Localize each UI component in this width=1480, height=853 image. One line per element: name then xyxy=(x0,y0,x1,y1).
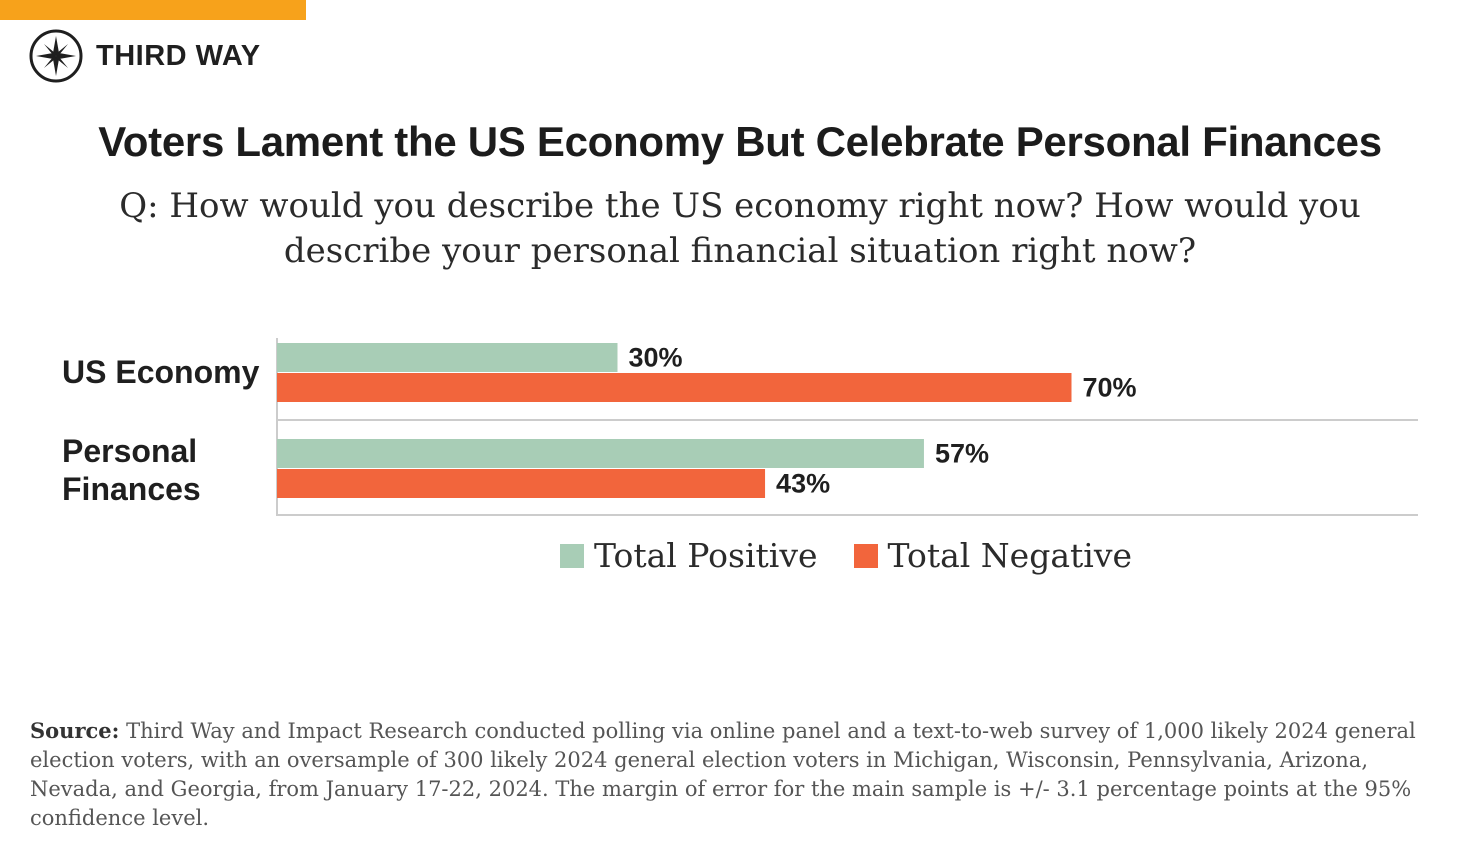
legend-label-negative: Total Negative xyxy=(887,536,1133,575)
category-label-line: US Economy xyxy=(62,354,260,390)
bar xyxy=(277,373,1072,402)
legend-swatch-negative xyxy=(853,543,878,568)
bar-value-label: 43% xyxy=(776,469,830,499)
bar-value-label: 70% xyxy=(1083,373,1137,403)
chart-title: Voters Lament the US Economy But Celebra… xyxy=(98,118,1382,165)
source-note: Source: Third Way and Impact Research co… xyxy=(30,716,1430,833)
legend-item-negative: Total Negative xyxy=(853,536,1133,575)
source-text: Third Way and Impact Research conducted … xyxy=(30,719,1416,830)
category-label: US Economy xyxy=(62,354,260,390)
chart-legend: Total Positive Total Negative xyxy=(560,536,1132,575)
bar xyxy=(277,343,618,372)
legend-item-positive: Total Positive xyxy=(560,536,818,575)
brand-name: THIRD WAY xyxy=(96,39,261,72)
brand-logo: THIRD WAY xyxy=(28,28,261,84)
legend-swatch-positive xyxy=(560,543,584,568)
chart-subtitle: Q: How would you describe the US economy… xyxy=(119,186,1361,271)
bar-value-label: 30% xyxy=(629,343,683,373)
bar xyxy=(277,469,766,498)
source-label: Source: xyxy=(30,718,120,743)
bar xyxy=(277,439,924,468)
compass-star-icon xyxy=(29,29,83,83)
category-label: Personal Finances xyxy=(62,433,201,507)
legend-label-positive: Total Positive xyxy=(594,536,818,575)
category-label-line: Personal xyxy=(62,433,197,469)
category-label-line: Finances xyxy=(62,471,201,507)
top-accent-bar xyxy=(0,0,306,20)
bar-value-label: 57% xyxy=(935,439,989,469)
